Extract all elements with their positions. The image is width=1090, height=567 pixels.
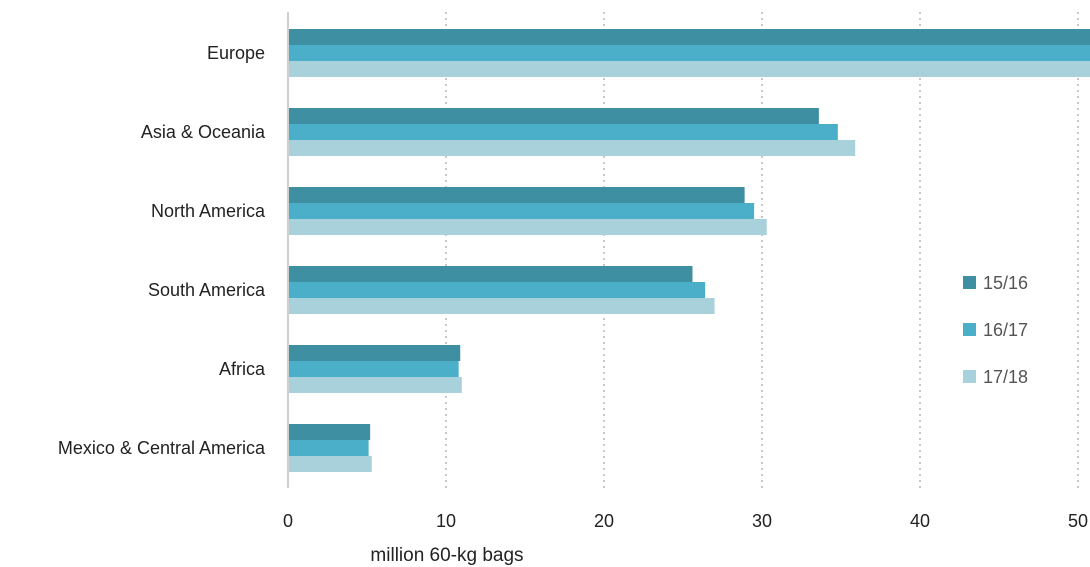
category-label: South America	[148, 280, 266, 300]
bar	[288, 29, 1090, 45]
bar	[288, 377, 462, 393]
bar	[288, 361, 459, 377]
bar	[288, 45, 1090, 61]
x-tick-label: 10	[436, 511, 456, 531]
category-label: North America	[151, 201, 266, 221]
legend-label: 15/16	[983, 273, 1028, 293]
bar	[288, 266, 693, 282]
bar	[288, 124, 838, 140]
bar	[288, 108, 819, 124]
legend-label: 17/18	[983, 367, 1028, 387]
x-tick-label: 0	[283, 511, 293, 531]
bar	[288, 140, 856, 156]
legend: 15/16 16/17 17/18	[963, 273, 1028, 387]
bar	[288, 440, 369, 456]
category-labels: Europe Asia & Oceania North America South A…	[58, 43, 266, 458]
x-tick-label: 20	[594, 511, 614, 531]
bar	[288, 282, 706, 298]
category-label: Asia & Oceania	[141, 122, 266, 142]
bar	[288, 219, 767, 235]
x-tick-label: 30	[752, 511, 772, 531]
category-label: Mexico & Central America	[58, 438, 266, 458]
x-axis-title: million 60-kg bags	[370, 545, 523, 566]
gridlines	[445, 12, 1079, 488]
legend-label: 16/17	[983, 320, 1028, 340]
bar	[288, 424, 371, 440]
bar	[288, 345, 461, 361]
category-label: Europe	[207, 43, 265, 63]
x-tick-label: 50	[1068, 511, 1088, 531]
legend-swatch	[963, 276, 976, 289]
bars	[288, 29, 1090, 472]
x-tick-label: 40	[910, 511, 930, 531]
bar	[288, 456, 372, 472]
bar	[288, 203, 755, 219]
category-label: Africa	[219, 359, 266, 379]
bar	[288, 61, 1090, 77]
legend-swatch	[963, 370, 976, 383]
bar	[288, 298, 715, 314]
bar	[288, 187, 745, 203]
legend-swatch	[963, 323, 976, 336]
x-tick-labels: 0 10 20 30 40 50	[283, 511, 1088, 531]
